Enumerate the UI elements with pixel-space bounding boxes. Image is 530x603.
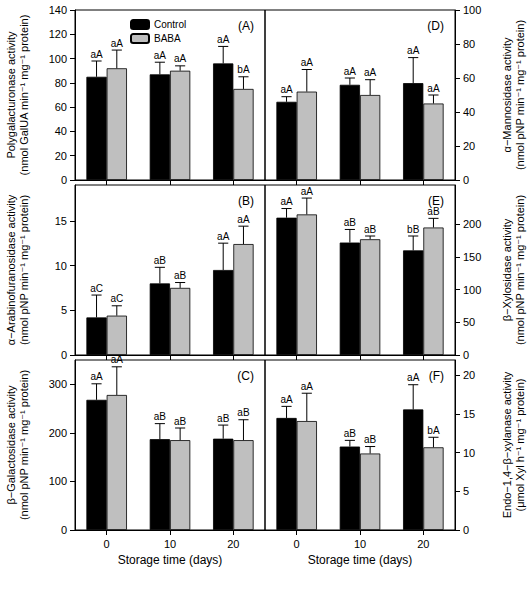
svg-text:(μmol Xyl h⁻¹ mg⁻¹ protein): (μmol Xyl h⁻¹ mg⁻¹ protein) — [514, 379, 526, 512]
svg-text:80: 80 — [463, 38, 475, 50]
svg-text:(A): (A) — [238, 19, 254, 33]
svg-text:(C): (C) — [237, 369, 254, 383]
svg-text:aB: aB — [344, 217, 357, 228]
svg-text:bA: bA — [237, 64, 250, 75]
svg-text:β−Xylosidase activity: β−Xylosidase activity — [501, 218, 513, 321]
svg-text:Control: Control — [154, 19, 186, 30]
svg-text:BABA: BABA — [154, 33, 181, 44]
svg-text:β−Galactosidase activity: β−Galactosidase activity — [5, 385, 17, 505]
svg-text:60: 60 — [55, 101, 67, 113]
svg-text:aB: aB — [364, 224, 377, 235]
svg-text:aB: aB — [174, 270, 187, 281]
svg-text:aA: aA — [237, 214, 250, 225]
svg-text:aC: aC — [90, 283, 103, 294]
svg-text:aA: aA — [174, 53, 187, 64]
svg-text:40: 40 — [55, 125, 67, 137]
svg-text:Storage time (days): Storage time (days) — [118, 553, 223, 567]
svg-text:aA: aA — [301, 57, 314, 68]
svg-text:0: 0 — [294, 538, 300, 550]
svg-text:60: 60 — [463, 72, 475, 84]
svg-text:10: 10 — [164, 538, 176, 550]
svg-text:0: 0 — [61, 524, 67, 536]
svg-text:aA: aA — [90, 49, 103, 60]
svg-text:140: 140 — [49, 4, 67, 16]
svg-text:aB: aB — [154, 411, 167, 422]
svg-text:5: 5 — [463, 485, 469, 497]
svg-text:aA: aA — [111, 354, 124, 365]
svg-text:15: 15 — [55, 215, 67, 227]
svg-text:(E): (E) — [428, 194, 444, 208]
svg-text:aA: aA — [280, 84, 293, 95]
svg-text:150: 150 — [463, 251, 481, 263]
svg-text:0: 0 — [61, 349, 67, 361]
svg-text:(nmol pNP min⁻¹ mg⁻¹ protein): (nmol pNP min⁻¹ mg⁻¹ protein) — [514, 195, 526, 345]
svg-text:80: 80 — [55, 77, 67, 89]
svg-text:aA: aA — [217, 231, 230, 242]
svg-text:aB: aB — [344, 428, 357, 439]
svg-text:0: 0 — [463, 524, 469, 536]
svg-text:aA: aA — [301, 186, 314, 197]
svg-text:(B): (B) — [238, 194, 254, 208]
svg-text:(F): (F) — [429, 369, 444, 383]
svg-text:aA: aA — [90, 371, 103, 382]
svg-text:aA: aA — [217, 34, 230, 45]
svg-text:20: 20 — [55, 150, 67, 162]
svg-text:20: 20 — [463, 140, 475, 152]
svg-text:200: 200 — [49, 427, 67, 439]
svg-text:aC: aC — [110, 293, 123, 304]
svg-text:10: 10 — [463, 447, 475, 459]
svg-text:(nmol pNP min⁻¹ mg⁻¹ protein): (nmol pNP min⁻¹ mg⁻¹ protein) — [514, 20, 526, 170]
svg-text:bA: bA — [427, 425, 440, 436]
svg-text:Storage time (days): Storage time (days) — [308, 553, 413, 567]
svg-text:Endo−1,4−β−xylanase activity: Endo−1,4−β−xylanase activity — [501, 371, 513, 518]
svg-text:100: 100 — [49, 475, 67, 487]
svg-text:aA: aA — [301, 381, 314, 392]
svg-text:120: 120 — [49, 28, 67, 40]
svg-text:300: 300 — [49, 378, 67, 390]
svg-text:bB: bB — [407, 224, 420, 235]
svg-text:aA: aA — [364, 67, 377, 78]
svg-text:aB: aB — [174, 416, 187, 427]
svg-text:0: 0 — [61, 174, 67, 186]
svg-text:0: 0 — [463, 349, 469, 361]
svg-text:aB: aB — [237, 407, 250, 418]
svg-text:aB: aB — [427, 205, 440, 217]
svg-text:100: 100 — [463, 284, 481, 296]
svg-text:aA: aA — [280, 196, 293, 207]
svg-text:aA: aA — [344, 66, 357, 77]
svg-text:5: 5 — [61, 304, 67, 316]
svg-text:aA: aA — [407, 372, 420, 383]
svg-text:(nmol pNP min⁻¹ mg⁻¹ protein): (nmol pNP min⁻¹ mg⁻¹ protein) — [18, 370, 30, 520]
svg-text:aA: aA — [407, 45, 420, 56]
svg-text:100: 100 — [463, 4, 481, 16]
svg-text:aA: aA — [111, 38, 124, 49]
svg-text:0: 0 — [104, 538, 110, 550]
svg-text:10: 10 — [55, 260, 67, 272]
svg-text:(nmol pNP min⁻¹ mg⁻¹ protein): (nmol pNP min⁻¹ mg⁻¹ protein) — [18, 195, 30, 345]
svg-text:(nmol GalUA min⁻¹ mg⁻¹ protein: (nmol GalUA min⁻¹ mg⁻¹ protein) — [18, 15, 30, 176]
svg-text:100: 100 — [49, 53, 67, 65]
svg-text:200: 200 — [463, 218, 481, 230]
svg-text:aB: aB — [217, 413, 230, 424]
svg-text:aA: aA — [280, 394, 293, 405]
svg-text:20: 20 — [227, 538, 239, 550]
svg-text:50: 50 — [463, 316, 475, 328]
svg-text:20: 20 — [417, 538, 429, 550]
svg-text:Polygalacturonase activity: Polygalacturonase activity — [5, 31, 17, 159]
svg-text:α−Mannosidase activity: α−Mannosidase activity — [501, 37, 513, 152]
svg-text:40: 40 — [463, 106, 475, 118]
svg-text:10: 10 — [354, 538, 366, 550]
svg-text:20: 20 — [463, 369, 475, 381]
svg-text:15: 15 — [463, 408, 475, 420]
svg-text:aB: aB — [154, 255, 167, 266]
svg-text:0: 0 — [463, 174, 469, 186]
svg-text:α−Arabinofuranosidase activity: α−Arabinofuranosidase activity — [5, 194, 17, 345]
svg-text:aA: aA — [154, 50, 167, 61]
svg-text:aA: aA — [427, 83, 440, 94]
svg-text:(D): (D) — [427, 19, 444, 33]
svg-text:aB: aB — [364, 434, 377, 445]
